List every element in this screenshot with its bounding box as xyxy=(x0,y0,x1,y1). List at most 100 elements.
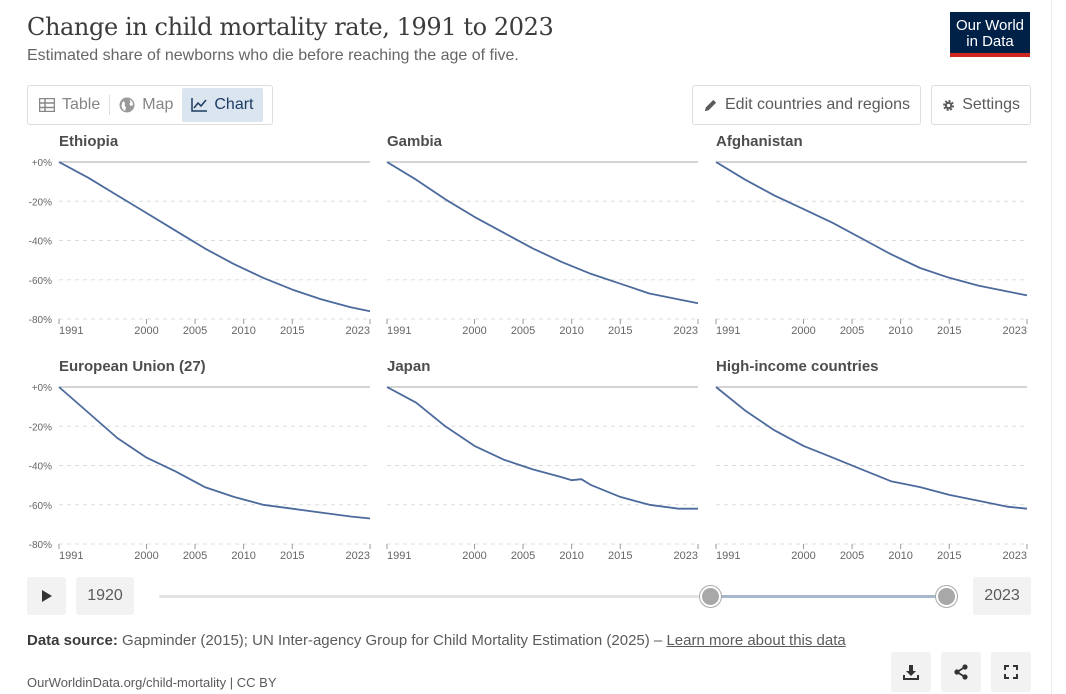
x-tick-label: 2010 xyxy=(559,325,583,337)
x-tick-label: 2023 xyxy=(1003,325,1027,337)
series-line xyxy=(386,161,699,305)
y-tick-label: -80% xyxy=(29,540,52,551)
settings-button[interactable]: Settings xyxy=(931,85,1031,125)
x-tick-label: 2000 xyxy=(791,325,815,337)
x-tick-label: 2005 xyxy=(183,325,207,337)
x-tick-label: 2010 xyxy=(231,325,255,337)
x-tick-label: 2010 xyxy=(559,550,583,562)
timeline-start-handle[interactable] xyxy=(699,586,721,607)
timeline: 1920 2023 xyxy=(27,577,1031,617)
series-line xyxy=(58,386,371,520)
logo-line-1: Our World xyxy=(955,17,1025,34)
play-icon xyxy=(41,590,52,602)
y-tick-label: -20% xyxy=(29,197,52,208)
pencil-icon xyxy=(704,99,717,111)
y-tick-label: -20% xyxy=(29,422,52,433)
x-tick-label: 2015 xyxy=(608,325,632,337)
settings-label: Settings xyxy=(962,96,1020,113)
x-tick-label: 1991 xyxy=(716,325,740,337)
share-button[interactable] xyxy=(941,652,981,692)
x-tick-label: 2005 xyxy=(183,550,207,562)
x-tick-label: 1991 xyxy=(387,325,411,337)
x-tick-label: 2000 xyxy=(134,325,158,337)
panel-title: Ethiopia xyxy=(59,133,119,150)
series-line xyxy=(386,386,698,510)
panel-title: High-income countries xyxy=(716,358,879,375)
y-tick-label: -40% xyxy=(29,237,52,248)
chart-url[interactable]: OurWorldinData.org/child-mortality | CC … xyxy=(27,675,277,690)
tab-map-label: Map xyxy=(142,96,174,113)
y-tick-label: -60% xyxy=(29,501,52,512)
x-tick-label: 2015 xyxy=(280,550,304,562)
panel-title: Afghanistan xyxy=(716,133,803,150)
data-source-label: Data source: xyxy=(27,632,118,649)
x-tick-label: 2000 xyxy=(791,550,815,562)
line-chart-icon xyxy=(191,98,208,112)
x-tick-label: 2015 xyxy=(937,550,961,562)
tab-chart-label: Chart xyxy=(214,96,254,113)
small-multiples-chart: Ethiopia +0% -20% -40% -60% -80% 1991 2000 2005 2… xyxy=(29,133,1028,562)
x-tick-label: 2000 xyxy=(462,325,486,337)
x-tick-label: 2005 xyxy=(511,325,535,337)
x-tick-label: 2023 xyxy=(1003,550,1027,562)
download-icon xyxy=(903,665,919,680)
timeline-end-handle[interactable] xyxy=(936,586,957,607)
gear-icon xyxy=(943,99,955,111)
timeline-track[interactable] xyxy=(159,595,947,598)
y-tick-label: -40% xyxy=(29,462,52,473)
view-tabs: Table Map Chart xyxy=(27,85,273,125)
timeline-start-year[interactable]: 1920 xyxy=(76,577,134,615)
x-tick-label: 2015 xyxy=(608,550,632,562)
panel-title: Japan xyxy=(387,358,430,375)
panel-title: Gambia xyxy=(387,133,443,150)
x-tick-label: 2010 xyxy=(888,325,912,337)
panel-title: European Union (27) xyxy=(59,358,206,375)
x-tick-label: 2023 xyxy=(346,325,370,337)
edit-countries-label: Edit countries and regions xyxy=(725,96,910,113)
download-button[interactable] xyxy=(891,652,931,692)
x-tick-label: 2005 xyxy=(840,325,864,337)
timeline-selected-range xyxy=(710,595,947,598)
chart-subtitle: Estimated share of newborns who die befo… xyxy=(27,47,519,64)
x-tick-label: 2023 xyxy=(674,325,698,337)
owid-logo[interactable]: Our World in Data xyxy=(950,12,1030,57)
globe-icon xyxy=(119,97,135,113)
x-tick-label: 2005 xyxy=(840,550,864,562)
x-tick-label: 1991 xyxy=(387,550,411,562)
x-tick-label: 1991 xyxy=(59,325,83,337)
play-button[interactable] xyxy=(27,577,66,615)
x-tick-label: 2005 xyxy=(511,550,535,562)
tab-table-label: Table xyxy=(62,96,101,113)
x-tick-label: 2015 xyxy=(280,325,304,337)
x-tick-label: 1991 xyxy=(716,550,740,562)
fullscreen-icon xyxy=(1004,665,1018,679)
series-line xyxy=(715,386,1028,510)
x-tick-label: 2023 xyxy=(346,550,370,562)
chart-title: Change in child mortality rate, 1991 to … xyxy=(27,13,554,41)
learn-more-link[interactable]: Learn more about this data xyxy=(666,632,846,649)
y-tick-label: +0% xyxy=(32,158,52,169)
edit-countries-button[interactable]: Edit countries and regions xyxy=(692,85,921,125)
tab-table[interactable]: Table xyxy=(30,88,109,122)
x-tick-label: 2010 xyxy=(888,550,912,562)
logo-line-2: in Data xyxy=(966,33,1014,50)
tab-divider xyxy=(109,95,111,115)
y-tick-label: -60% xyxy=(29,276,52,287)
share-icon xyxy=(954,664,968,680)
series-line xyxy=(715,161,1028,297)
tab-chart[interactable]: Chart xyxy=(182,88,263,122)
data-source-text: Gapminder (2015); UN Inter-agency Group … xyxy=(122,632,663,649)
x-tick-label: 2015 xyxy=(937,325,961,337)
y-tick-label: -80% xyxy=(29,315,52,326)
table-icon xyxy=(39,98,55,112)
x-tick-label: 2000 xyxy=(462,550,486,562)
x-tick-label: 2010 xyxy=(231,550,255,562)
x-tick-label: 2000 xyxy=(134,550,158,562)
data-source: Data source: Gapminder (2015); UN Inter-… xyxy=(27,631,877,650)
x-tick-label: 2023 xyxy=(674,550,698,562)
timeline-end-year[interactable]: 2023 xyxy=(973,577,1031,615)
y-tick-label: +0% xyxy=(32,383,52,394)
tab-map[interactable]: Map xyxy=(110,88,182,122)
fullscreen-button[interactable] xyxy=(991,652,1031,692)
